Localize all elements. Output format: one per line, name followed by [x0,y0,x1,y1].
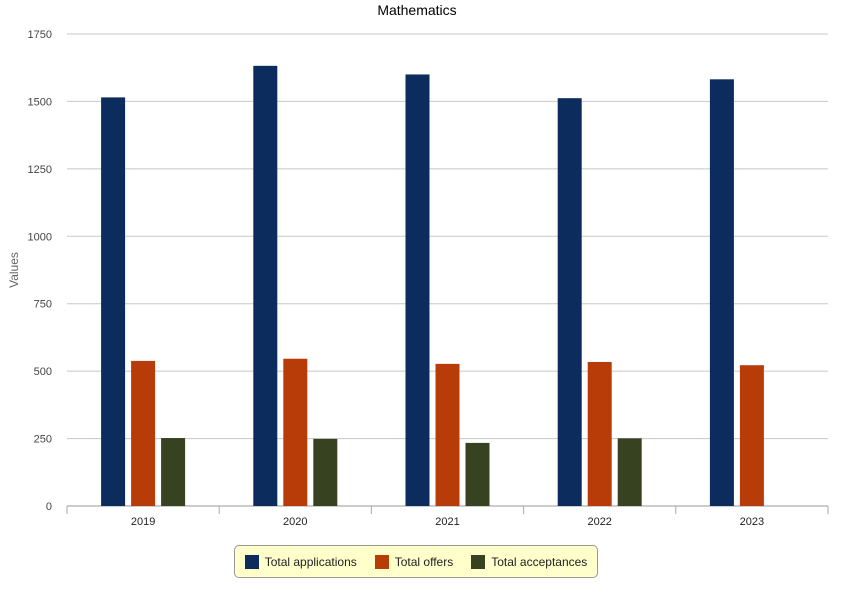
y-tick-label: 0 [46,501,52,513]
bar-total-acceptances [161,438,186,506]
y-tick-label: 250 [34,434,52,446]
bar-total-offers [739,365,764,506]
bars [101,65,764,506]
legend-swatch [244,554,259,569]
legend-label: Total offers [394,554,454,569]
bar-total-applications [709,79,734,506]
bar-total-acceptances [617,438,642,506]
y-tick-label: 500 [34,366,52,378]
bar-total-offers [131,360,156,506]
bar-total-applications [557,98,582,506]
bar-total-applications [253,65,278,506]
y-tick-label: 1500 [28,96,52,108]
legend-item[interactable]: Total applications [244,554,357,569]
y-tick-label: 1750 [28,29,52,41]
bar-total-applications [101,97,126,506]
x-axis: 2019 2020 2021 2022 2023 [66,506,829,528]
x-tick-label: 2023 [740,516,764,528]
bar-total-offers [435,363,460,506]
legend-item[interactable]: Total acceptances [471,554,588,569]
y-axis-ticks: 0 250 500 750 1000 1250 1500 1750 [28,29,52,513]
y-tick-label: 1250 [28,164,52,176]
bar-total-acceptances [313,438,338,506]
legend-label: Total acceptances [491,554,588,569]
bar-total-offers [283,358,308,506]
chart-title: Mathematics [377,2,456,18]
y-tick-label: 1000 [28,231,52,243]
x-tick-label: 2022 [587,516,611,528]
bar-total-applications [405,74,430,506]
legend-swatch [471,554,486,569]
bar-total-offers [587,361,612,506]
x-tick-label: 2020 [283,516,307,528]
x-tick-label: 2019 [131,516,155,528]
legend: Total applications Total offers Total acce… [234,545,598,578]
legend-item[interactable]: Total offers [374,554,454,569]
y-tick-label: 750 [34,299,52,311]
legend-label: Total applications [264,554,357,569]
y-axis-label: Values [7,252,21,288]
bar-total-acceptances [465,442,490,506]
x-tick-label: 2021 [435,516,459,528]
legend-swatch [374,554,389,569]
